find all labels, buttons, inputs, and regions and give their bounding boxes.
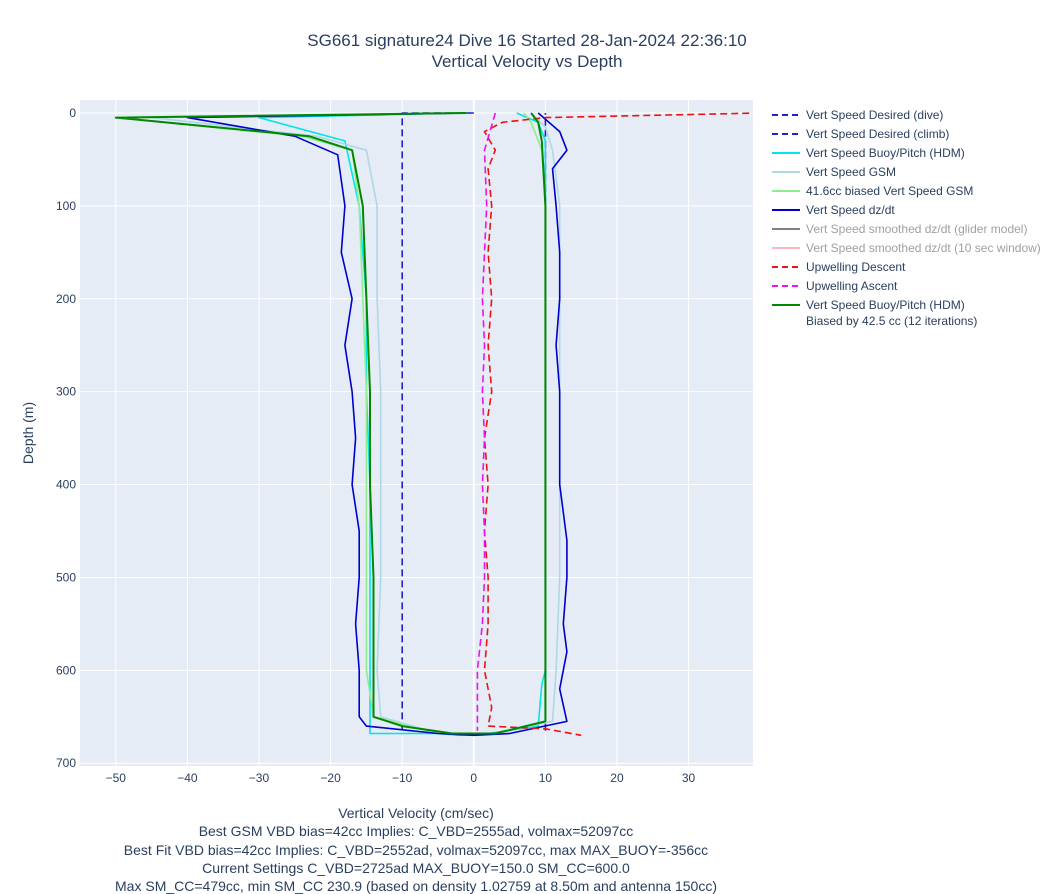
legend-label: 41.6cc biased Vert Speed GSM (806, 184, 973, 198)
series-line-10 (476, 112, 497, 731)
legend: Vert Speed Desired (dive) Vert Speed Desi… (772, 108, 1041, 328)
plot-area (80, 100, 753, 766)
y-tick-label: 700 (56, 756, 76, 770)
legend-label: Vert Speed Desired (dive) (806, 108, 943, 122)
legend-label: Vert Speed dz/dt (806, 203, 895, 217)
x-tick-label: 20 (610, 771, 624, 785)
grid-lines (80, 100, 753, 766)
y-tick-label: 600 (56, 663, 76, 677)
legend-label: Upwelling Ascent (806, 279, 898, 293)
legend-item-4[interactable]: Vert Speed GSM (772, 165, 896, 179)
y-tick-labels: 0 100 200 300 400 500 600 700 (56, 106, 76, 770)
legend-label-line2: Biased by 42.5 cc (12 iterations) (806, 314, 977, 328)
chart-title: SG661 signature24 Dive 16 Started 28-Jan… (307, 31, 746, 50)
y-tick-label: 0 (69, 106, 76, 120)
legend-item-11[interactable]: Vert Speed Buoy/Pitch (HDM) Biased by 42.… (772, 298, 977, 328)
legend-label: Vert Speed smoothed dz/dt (10 sec window… (806, 241, 1041, 255)
legend-item-6[interactable]: Vert Speed dz/dt (772, 203, 895, 217)
chart-subtitle: Vertical Velocity vs Depth (432, 52, 623, 71)
note-line-4: Max SM_CC=479cc, min SM_CC 230.9 (based … (115, 878, 717, 894)
legend-item-7[interactable]: Vert Speed smoothed dz/dt (glider model) (772, 222, 1027, 236)
x-tick-label: −30 (249, 771, 270, 785)
x-tick-label: 0 (470, 771, 477, 785)
x-tick-label: −20 (320, 771, 341, 785)
note-line-3: Current Settings C_VBD=2725ad MAX_BUOY=1… (202, 860, 630, 876)
x-tick-label: 10 (539, 771, 553, 785)
series-line-6 (186, 112, 568, 737)
legend-label: Upwelling Descent (806, 260, 906, 274)
legend-item-5[interactable]: 41.6cc biased Vert Speed GSM (772, 184, 973, 198)
y-tick-label: 300 (56, 385, 76, 399)
y-tick-label: 500 (56, 570, 76, 584)
x-tick-label: −50 (106, 771, 127, 785)
legend-item-3[interactable]: Vert Speed Buoy/Pitch (HDM) (772, 146, 965, 160)
y-tick-label: 100 (56, 199, 76, 213)
note-line-1: Best GSM VBD bias=42cc Implies: C_VBD=25… (199, 823, 634, 839)
series-line-9 (483, 112, 753, 737)
legend-item-1[interactable]: Vert Speed Desired (dive) (772, 108, 943, 122)
x-axis-title: Vertical Velocity (cm/sec) (338, 805, 494, 821)
x-tick-label: −10 (392, 771, 413, 785)
series-layer (114, 112, 753, 737)
note-line-2: Best Fit VBD bias=42cc Implies: C_VBD=25… (124, 842, 708, 858)
legend-item-9[interactable]: Upwelling Descent (772, 260, 906, 274)
y-axis-title: Depth (m) (20, 402, 36, 464)
series-line-11 (114, 112, 547, 735)
x-tick-label: 30 (682, 771, 696, 785)
legend-label: Vert Speed Buoy/Pitch (HDM) (806, 298, 965, 312)
x-tick-label: −40 (177, 771, 198, 785)
legend-label: Vert Speed Buoy/Pitch (HDM) (806, 146, 965, 160)
y-tick-label: 400 (56, 478, 76, 492)
legend-label: Vert Speed Desired (climb) (806, 127, 949, 141)
legend-item-10[interactable]: Upwelling Ascent (772, 279, 898, 293)
x-tick-labels: −50 −40 −30 −20 −10 0 10 20 30 (106, 771, 696, 785)
legend-item-2[interactable]: Vert Speed Desired (climb) (772, 127, 949, 141)
legend-label: Vert Speed smoothed dz/dt (glider model) (806, 222, 1027, 236)
legend-item-8[interactable]: Vert Speed smoothed dz/dt (10 sec window… (772, 241, 1041, 255)
y-tick-label: 200 (56, 292, 76, 306)
legend-label: Vert Speed GSM (806, 165, 896, 179)
